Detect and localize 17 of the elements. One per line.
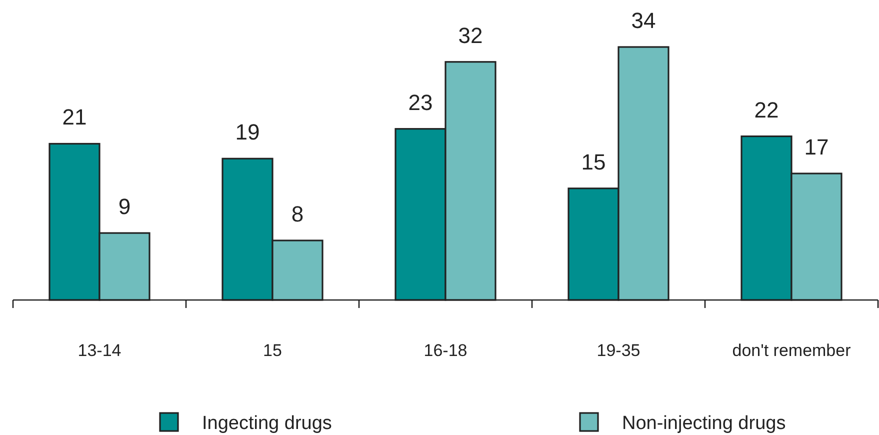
data-label: 34 xyxy=(631,8,656,33)
data-label: 9 xyxy=(118,194,131,220)
x-tick-label: don't remember xyxy=(732,341,852,360)
data-label: 8 xyxy=(291,201,304,226)
legend-label: Ingecting drugs xyxy=(202,413,332,434)
data-label: 19 xyxy=(235,120,260,145)
data-label: 22 xyxy=(754,97,779,122)
x-tick-label: 15 xyxy=(263,341,282,360)
x-tick-label: 19-35 xyxy=(596,341,640,360)
data-label: 32 xyxy=(458,22,483,48)
data-label: 23 xyxy=(408,90,433,115)
legend-label: Non-injecting drugs xyxy=(622,413,786,434)
data-label: 15 xyxy=(581,149,606,174)
data-label: 17 xyxy=(804,134,829,160)
x-tick-label: 13-14 xyxy=(78,341,122,360)
data-label: 21 xyxy=(62,104,87,130)
x-tick-label: 16-18 xyxy=(424,341,468,360)
